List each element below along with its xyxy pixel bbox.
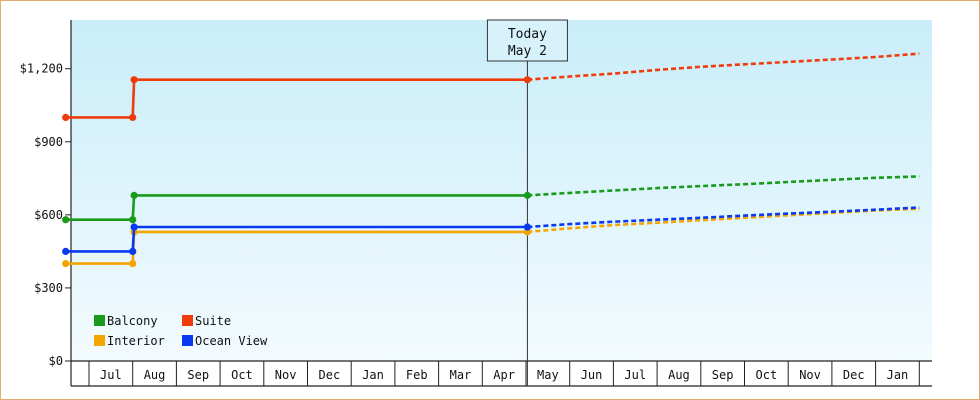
x-tick-label-may: May	[537, 368, 559, 382]
series-forecast-balcony	[527, 175, 920, 197]
x-tick-label-nov: Nov	[275, 368, 297, 382]
data-point-suite	[523, 76, 532, 84]
legend-swatch-balcony	[94, 315, 105, 326]
x-tick-label-oct: Oct	[756, 368, 778, 382]
data-point-interior	[129, 259, 137, 268]
series-forecast-ocean-view	[527, 206, 920, 229]
y-tick-label: $1,200	[20, 62, 63, 76]
series-forecast-interior	[527, 207, 920, 234]
data-point-ocean-view	[62, 247, 70, 255]
x-tick-label-jul: Jul	[100, 368, 122, 382]
x-tick-label-feb: Feb	[406, 368, 428, 382]
legend-label-ocean-view: Ocean View	[195, 334, 268, 348]
data-point-balcony	[523, 191, 532, 199]
plot-background	[71, 20, 932, 361]
y-axis-ticks: $0 $300 $600 $900 $1,200	[20, 62, 71, 368]
data-point-suite	[129, 113, 137, 122]
x-tick-label-jan: Jan	[362, 368, 384, 382]
x-tick-label-jun: Jun	[581, 368, 603, 382]
y-tick-label: $300	[34, 281, 63, 295]
x-tick-label-oct: Oct	[231, 368, 253, 382]
y-tick-label: $0	[49, 354, 63, 368]
x-tick-label-mar: Mar	[450, 368, 472, 382]
x-tick-label-sep: Sep	[712, 368, 734, 382]
y-tick-label: $600	[34, 208, 63, 222]
series-balcony	[62, 175, 920, 224]
x-tick-label-dec: Dec	[319, 368, 341, 382]
data-point-suite	[62, 113, 70, 122]
data-point-suite	[130, 76, 138, 84]
series-lines	[62, 52, 920, 268]
series-ocean-view	[62, 206, 920, 255]
legend-label-suite: Suite	[195, 314, 231, 328]
series-line-balcony	[65, 194, 528, 221]
x-tick-label-dec: Dec	[843, 368, 865, 382]
series-suite	[62, 52, 920, 122]
legend-label-balcony: Balcony	[107, 314, 158, 328]
y-tick-label: $900	[34, 135, 63, 149]
data-point-balcony	[130, 191, 138, 199]
legend-swatch-ocean-view	[182, 335, 193, 346]
data-point-balcony	[62, 216, 70, 224]
today-marker: Today May 2	[486, 19, 568, 386]
series-forecast-suite	[527, 52, 920, 81]
x-tick-label-apr: Apr	[493, 368, 515, 382]
data-point-ocean-view	[523, 223, 532, 231]
x-axis-months: Jul Aug Sep Oct Nov Dec Jan Feb Mar Apr May Jun Jul A…	[88, 361, 920, 386]
x-tick-label-nov: Nov	[799, 368, 821, 382]
x-tick-label-sep: Sep	[187, 368, 209, 382]
today-label: Today	[508, 27, 547, 42]
x-tick-label-jul: Jul	[624, 368, 646, 382]
legend-label-interior: Interior	[107, 334, 165, 348]
data-point-balcony	[129, 216, 137, 224]
series-line-suite	[65, 78, 528, 119]
legend-swatch-suite	[182, 315, 193, 326]
today-box	[486, 19, 568, 62]
x-tick-label-jan: Jan	[887, 368, 909, 382]
legend-swatch-interior	[94, 335, 105, 346]
legend: Balcony Suite Interior Ocean View	[94, 314, 268, 348]
series-line-ocean-view	[65, 225, 528, 253]
data-point-ocean-view	[129, 247, 137, 255]
data-point-ocean-view	[130, 223, 138, 231]
today-date: May 2	[508, 44, 547, 59]
x-tick-label-aug: Aug	[144, 368, 166, 382]
data-point-interior	[62, 259, 70, 268]
x-tick-label-aug: Aug	[668, 368, 690, 382]
